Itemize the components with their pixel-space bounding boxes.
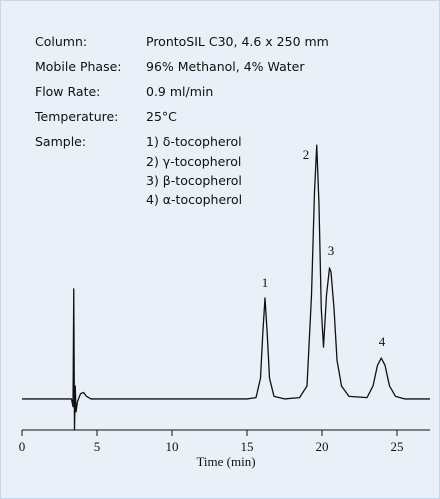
x-tick-label: 25 — [391, 439, 404, 454]
peak-label: 3 — [328, 243, 335, 258]
info-value: ProntoSIL C30, 4.6 x 250 mm — [146, 34, 329, 49]
sample-item: 4) α-tocopherol — [146, 192, 242, 207]
peak-label: 2 — [303, 147, 310, 162]
x-tick-label: 20 — [316, 439, 329, 454]
chromatogram-trace — [22, 144, 430, 431]
x-tick-label: 15 — [241, 439, 254, 454]
x-tick-label: 5 — [94, 439, 101, 454]
x-axis-label: Time (min) — [196, 454, 255, 469]
info-label: Mobile Phase: — [35, 59, 122, 74]
x-tick-label: 0 — [19, 439, 26, 454]
sample-item: 3) β-tocopherol — [146, 173, 242, 188]
x-tick-label: 10 — [166, 439, 179, 454]
info-label: Column: — [35, 34, 87, 49]
info-value: 1) δ-tocopherol — [146, 134, 242, 149]
sample-item: 2) γ-tocopherol — [146, 154, 241, 169]
info-label: Sample: — [35, 134, 86, 149]
info-label: Flow Rate: — [35, 84, 100, 99]
info-label: Temperature: — [34, 109, 118, 124]
peak-label: 1 — [262, 275, 269, 290]
info-value: 0.9 ml/min — [146, 84, 213, 99]
info-value: 25°C — [146, 109, 177, 124]
peak-label: 4 — [379, 334, 386, 349]
info-value: 96% Methanol, 4% Water — [146, 59, 305, 74]
